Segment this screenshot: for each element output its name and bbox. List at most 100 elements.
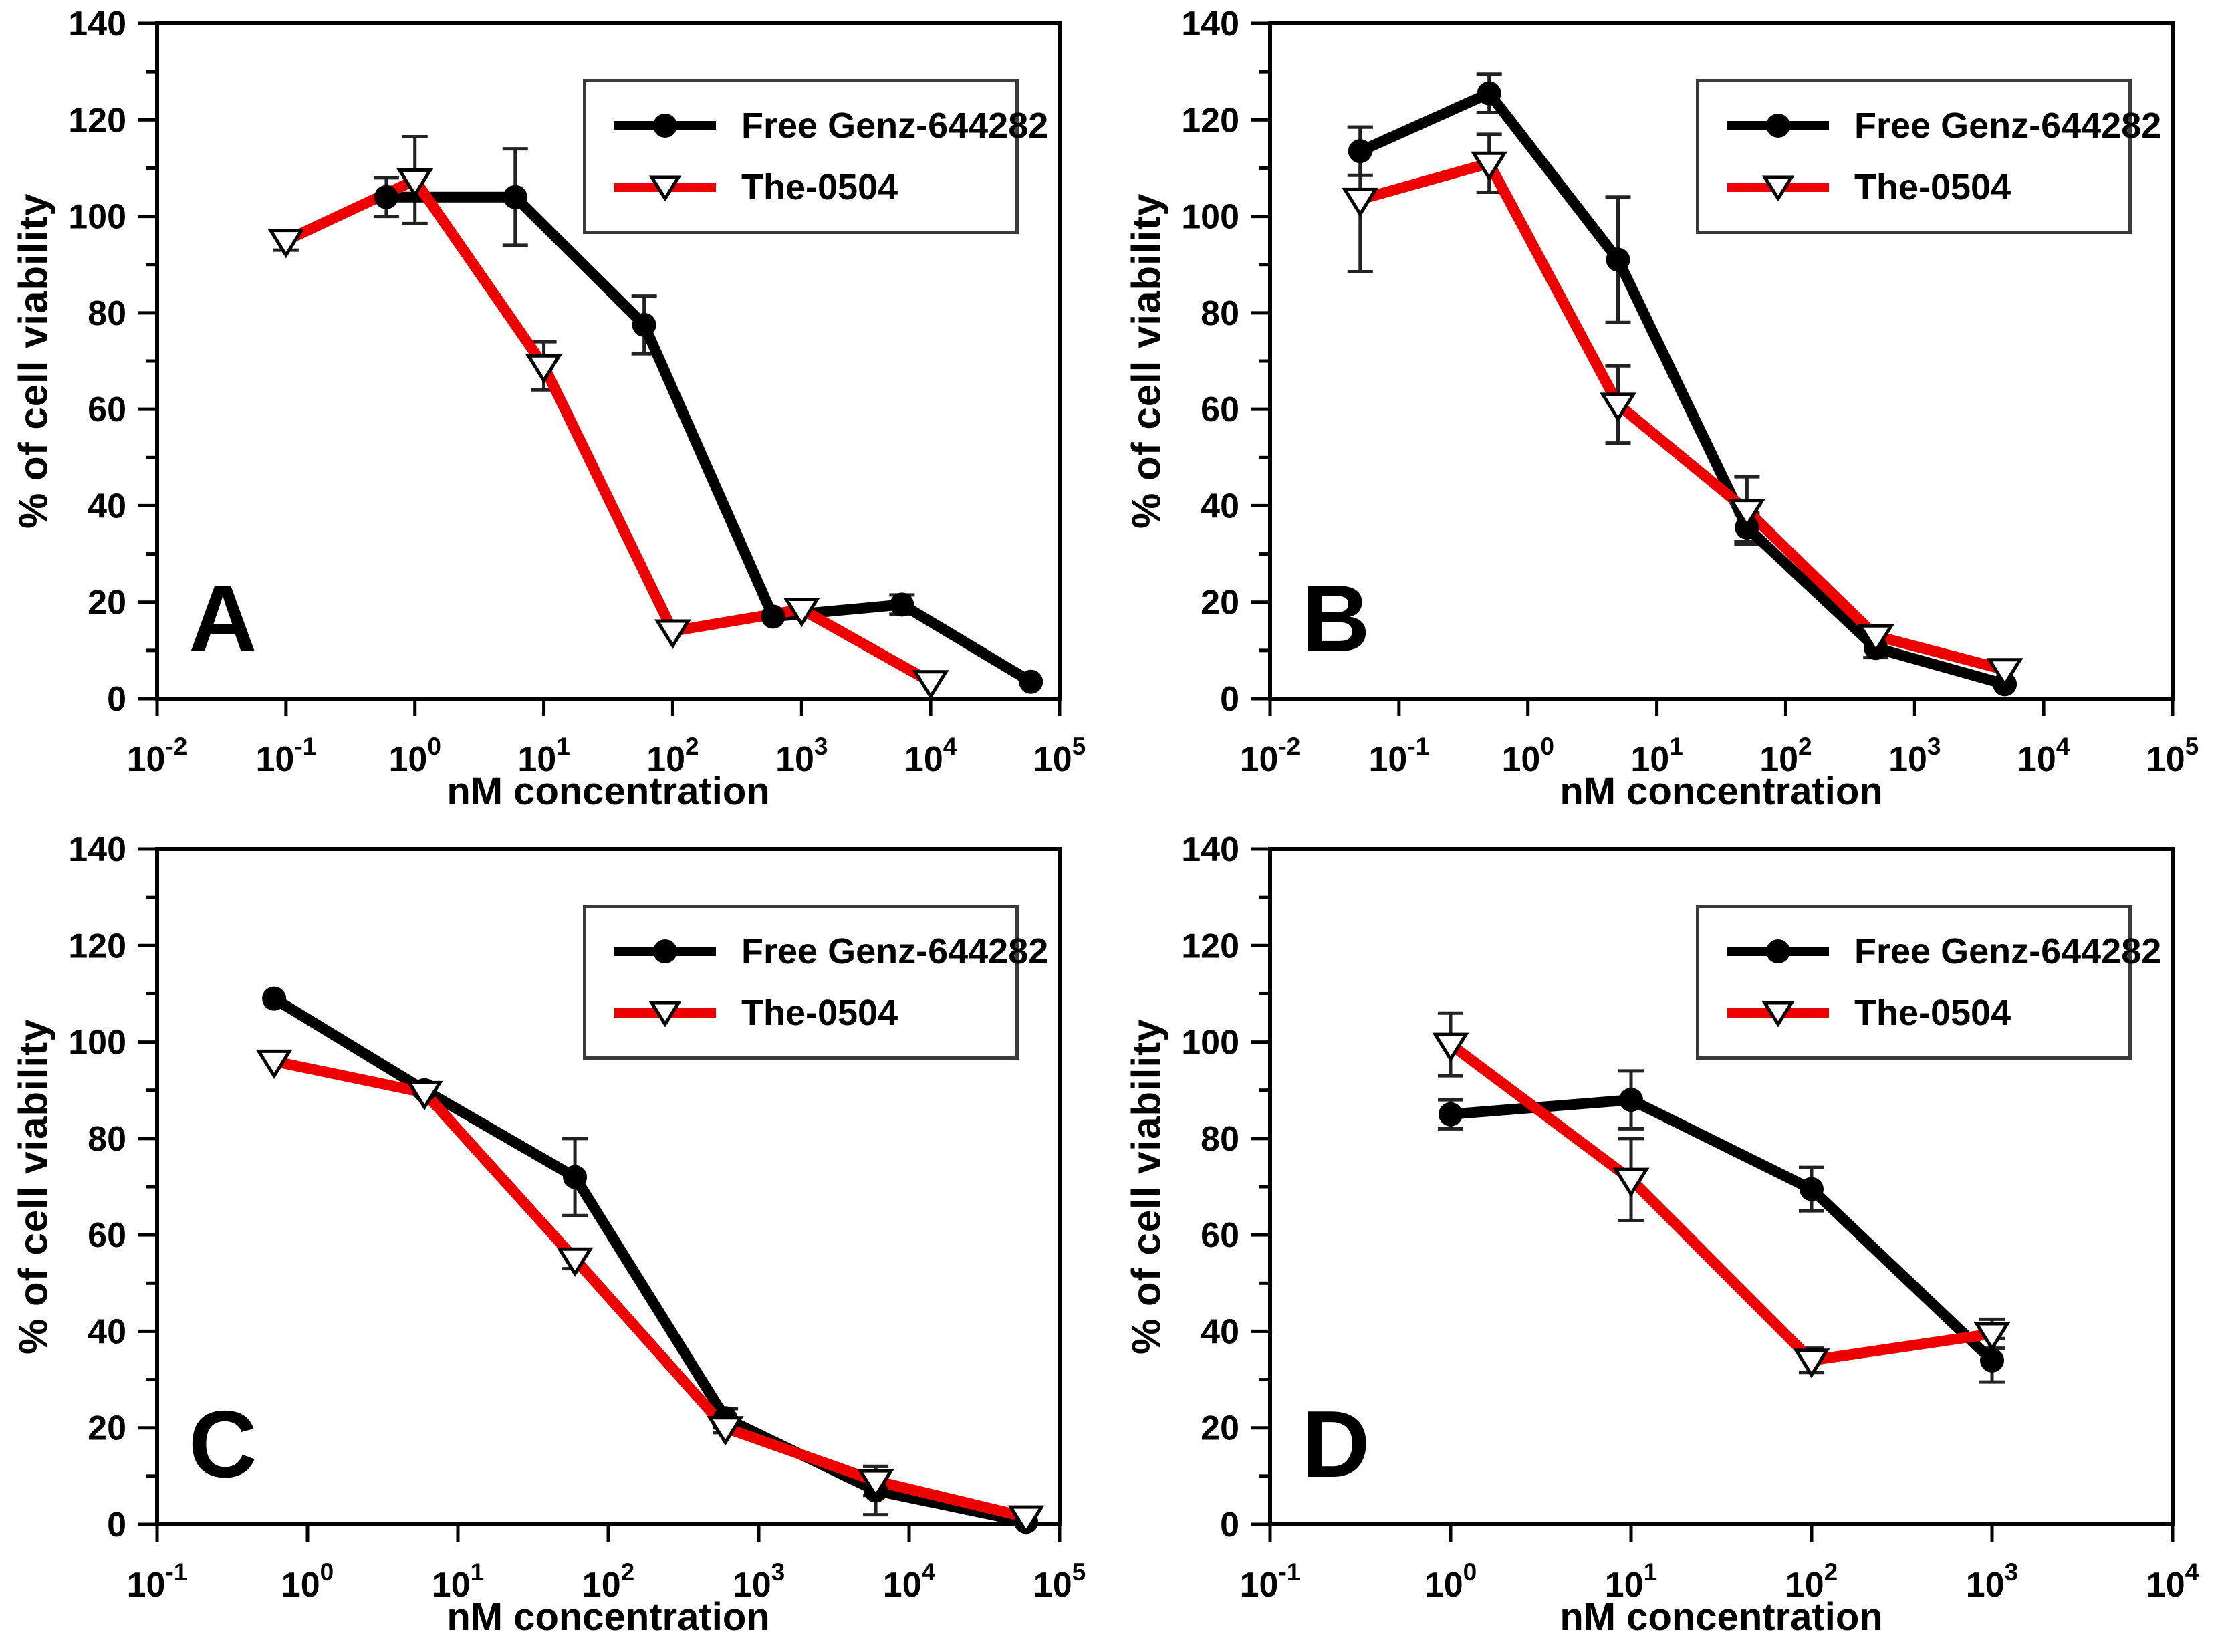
svg-text:140: 140	[1181, 830, 1239, 869]
svg-text:104: 104	[2146, 1558, 2199, 1605]
red-line-triangle-marker-icon	[1727, 999, 1829, 1027]
svg-text:101: 101	[1630, 733, 1683, 779]
legend: Free Genz-644282 The-0504	[583, 79, 1048, 234]
svg-text:60: 60	[1201, 1216, 1239, 1255]
x-axis-title: nM concentration	[1560, 1595, 1883, 1639]
legend-label: Free Genz-644282	[741, 931, 1049, 971]
legend-label: The-0504	[1854, 993, 2011, 1033]
black-line-circle-marker-icon	[614, 112, 716, 140]
panel-B: 0 20 40 60 80 100 120 140 10-2 10-1 100 101 102 103 10…	[1113, 0, 2226, 826]
svg-text:103: 103	[1888, 733, 1941, 779]
svg-text:0: 0	[107, 680, 126, 719]
svg-text:100: 100	[389, 733, 441, 779]
svg-text:120: 120	[68, 927, 126, 965]
legend-item-the-0504: The-0504	[614, 166, 1009, 208]
legend: Free Genz-644282 The-0504	[583, 905, 1048, 1060]
svg-text:60: 60	[88, 390, 126, 429]
chart-D: 0 20 40 60 80 100 120 140 10-1 100 101 102 103 104	[1181, 830, 2199, 1605]
legend-label: Free Genz-644282	[1854, 931, 2162, 971]
svg-text:20: 20	[1201, 584, 1239, 622]
svg-text:40: 40	[88, 487, 126, 525]
x-axis-title: nM concentration	[1560, 770, 1883, 813]
legend-item-free-genz: Free Genz-644282	[614, 105, 1048, 146]
chart-C: 0 20 40 60 80 100 120 140 10-1 100 101 102 103 104 105	[68, 830, 1086, 1605]
legend: Free Genz-644282 The-0504	[1696, 905, 2161, 1060]
legend-item-the-0504: The-0504	[1727, 166, 2122, 208]
black-line-circle-marker-icon	[1727, 937, 1829, 965]
panel-letter: B	[1302, 566, 1370, 672]
svg-text:100: 100	[68, 198, 126, 237]
svg-text:20: 20	[88, 1409, 126, 1448]
svg-text:100: 100	[1181, 198, 1239, 237]
svg-text:10-2: 10-2	[1240, 733, 1301, 779]
legend-label: The-0504	[741, 993, 898, 1033]
panel-letter: C	[189, 1391, 257, 1498]
y-axis-title: % of cell viability	[1124, 193, 1169, 529]
panel-letter: A	[189, 566, 257, 672]
svg-text:104: 104	[904, 733, 957, 779]
black-line-circle-marker-icon	[1727, 112, 1829, 140]
svg-text:10-1: 10-1	[1368, 733, 1429, 779]
x-axis-title: nM concentration	[447, 1595, 770, 1639]
svg-text:101: 101	[517, 733, 570, 779]
panel-letter: D	[1302, 1391, 1370, 1498]
legend-item-the-0504: The-0504	[614, 992, 1009, 1034]
panel-C: 0 20 40 60 80 100 120 140 10-1 100 101 102 103 104 105…	[0, 826, 1113, 1652]
svg-text:0: 0	[107, 1506, 126, 1544]
svg-text:20: 20	[1201, 1409, 1239, 1448]
svg-text:102: 102	[1759, 733, 1812, 779]
svg-text:0: 0	[1220, 680, 1239, 719]
svg-text:100: 100	[1181, 1024, 1239, 1062]
y-axis-title: % of cell viability	[11, 1018, 56, 1355]
legend-label: The-0504	[1854, 167, 2011, 207]
chart-A: 0 20 40 60 80 100 120 140 10-2 10-1 100 101 102 103 10…	[68, 5, 1086, 779]
svg-text:40: 40	[1201, 487, 1239, 525]
y-axis-title: % of cell viability	[11, 193, 56, 529]
svg-text:40: 40	[88, 1312, 126, 1351]
svg-text:101: 101	[1605, 1558, 1657, 1605]
panel-D: 0 20 40 60 80 100 120 140 10-1 100 101 102 103 104 % …	[1113, 826, 2226, 1652]
svg-text:10-2: 10-2	[127, 733, 188, 779]
legend-label: Free Genz-644282	[1854, 106, 2162, 146]
svg-text:101: 101	[432, 1558, 484, 1605]
svg-text:80: 80	[88, 294, 126, 333]
svg-text:80: 80	[1201, 294, 1239, 333]
legend-item-free-genz: Free Genz-644282	[614, 931, 1048, 972]
svg-text:0: 0	[1220, 1506, 1239, 1544]
svg-text:10-1: 10-1	[127, 1558, 188, 1605]
svg-text:105: 105	[1033, 1558, 1086, 1605]
svg-text:60: 60	[88, 1216, 126, 1255]
y-axis-title: % of cell viability	[1124, 1018, 1169, 1355]
svg-text:10-1: 10-1	[255, 733, 316, 779]
svg-text:105: 105	[1033, 733, 1086, 779]
legend-item-the-0504: The-0504	[1727, 992, 2122, 1034]
black-line-circle-marker-icon	[614, 937, 716, 965]
svg-text:120: 120	[1181, 101, 1239, 140]
svg-text:100: 100	[1425, 1558, 1477, 1605]
svg-text:120: 120	[1181, 927, 1239, 965]
legend-label: Free Genz-644282	[741, 106, 1049, 146]
svg-text:103: 103	[733, 1558, 785, 1605]
svg-text:140: 140	[68, 5, 126, 43]
legend-item-free-genz: Free Genz-644282	[1727, 105, 2161, 146]
svg-text:80: 80	[1201, 1120, 1239, 1159]
svg-text:102: 102	[1785, 1558, 1838, 1605]
svg-text:140: 140	[1181, 5, 1239, 43]
svg-text:120: 120	[68, 101, 126, 140]
red-line-triangle-marker-icon	[1727, 173, 1829, 201]
svg-text:105: 105	[2146, 733, 2199, 779]
chart-B: 0 20 40 60 80 100 120 140 10-2 10-1 100 101 102 103 10…	[1181, 5, 2199, 779]
red-line-triangle-marker-icon	[614, 173, 716, 201]
svg-text:10-1: 10-1	[1240, 1558, 1301, 1605]
legend-item-free-genz: Free Genz-644282	[1727, 931, 2161, 972]
svg-text:100: 100	[1502, 733, 1554, 779]
svg-text:104: 104	[2017, 733, 2070, 779]
svg-text:100: 100	[281, 1558, 334, 1605]
svg-text:104: 104	[883, 1558, 936, 1605]
x-axis-title: nM concentration	[447, 770, 770, 813]
svg-text:140: 140	[68, 830, 126, 869]
svg-text:103: 103	[775, 733, 828, 779]
legend: Free Genz-644282 The-0504	[1696, 79, 2161, 234]
svg-text:102: 102	[646, 733, 699, 779]
